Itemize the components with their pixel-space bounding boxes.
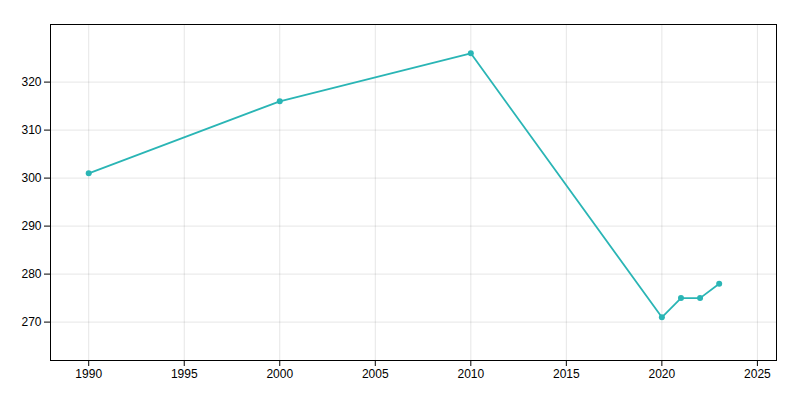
svg-text:2010: 2010 (457, 367, 484, 381)
svg-text:2015: 2015 (553, 367, 580, 381)
svg-text:2005: 2005 (362, 367, 389, 381)
svg-text:280: 280 (21, 267, 41, 281)
svg-text:300: 300 (21, 171, 41, 185)
svg-text:2000: 2000 (266, 367, 293, 381)
svg-text:310: 310 (21, 123, 41, 137)
svg-text:2020: 2020 (649, 367, 676, 381)
svg-text:270: 270 (21, 315, 41, 329)
svg-text:2025: 2025 (744, 367, 771, 381)
svg-text:290: 290 (21, 219, 41, 233)
svg-text:320: 320 (21, 75, 41, 89)
svg-text:1990: 1990 (75, 367, 102, 381)
svg-text:1995: 1995 (171, 367, 198, 381)
